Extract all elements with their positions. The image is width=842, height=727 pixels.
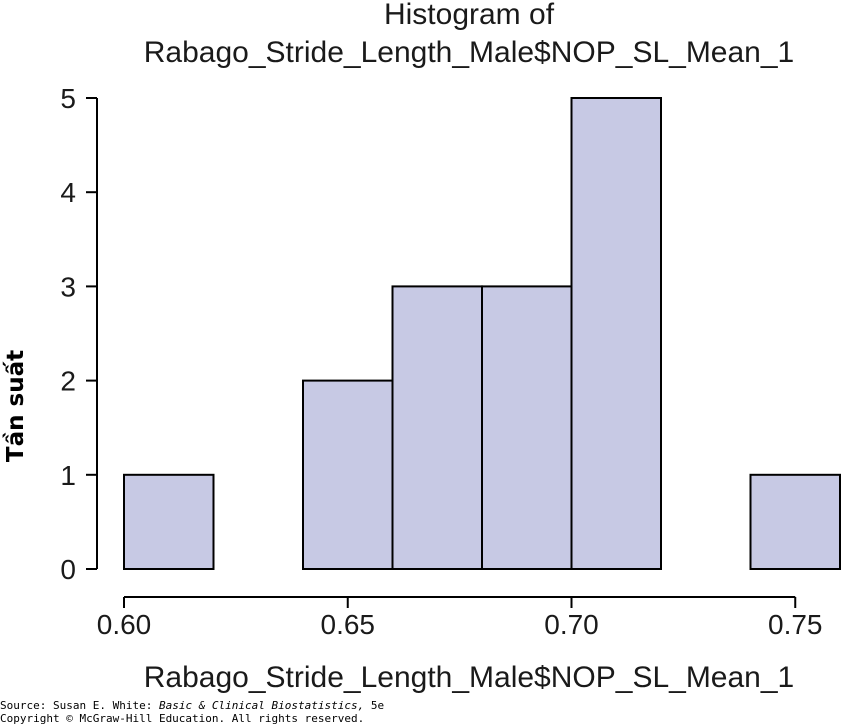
source-prefix: Source: Susan E. White: — [0, 699, 159, 712]
x-axis-title: Rabago_Stride_Length_Male$NOP_SL_Mean_1 — [144, 661, 794, 694]
chart-title-line-2: Rabago_Stride_Length_Male$NOP_SL_Mean_1 — [144, 36, 794, 69]
y-axis: 0 1 2 3 4 5 — [60, 83, 98, 585]
x-tick-label: 0.60 — [97, 609, 152, 640]
y-tick-label: 5 — [60, 83, 76, 114]
source-book-title: Basic & Clinical Biostatistics, — [158, 699, 365, 712]
histogram-bar — [391, 285, 483, 570]
chart-title-line-1: Histogram of — [384, 0, 555, 31]
x-tick-label: 0.70 — [544, 609, 599, 640]
histogram-bar — [302, 379, 394, 570]
x-tick-label: 0.65 — [321, 609, 376, 640]
source-credit: Source: Susan E. White: Basic & Clinical… — [0, 699, 384, 712]
bars-group — [123, 97, 841, 570]
copyright-notice: Copyright © McGraw-Hill Education. All r… — [0, 712, 365, 725]
x-tick-label: 0.75 — [768, 609, 823, 640]
x-axis: 0.60 0.65 0.70 0.75 — [97, 596, 823, 640]
histogram-bar — [749, 473, 841, 570]
y-tick-label: 4 — [60, 177, 76, 208]
y-axis-title: Tần suất — [2, 350, 29, 462]
histogram-chart: Histogram of Rabago_Stride_Length_Male$N… — [2, 0, 841, 694]
y-tick-label: 3 — [60, 271, 76, 302]
y-tick-label: 0 — [60, 554, 76, 585]
source-edition: 5e — [364, 699, 385, 712]
histogram-bar — [123, 473, 215, 570]
y-tick-label: 1 — [60, 460, 76, 491]
y-tick-label: 2 — [60, 366, 76, 397]
histogram-bar — [570, 97, 662, 570]
histogram-bar — [481, 285, 573, 570]
